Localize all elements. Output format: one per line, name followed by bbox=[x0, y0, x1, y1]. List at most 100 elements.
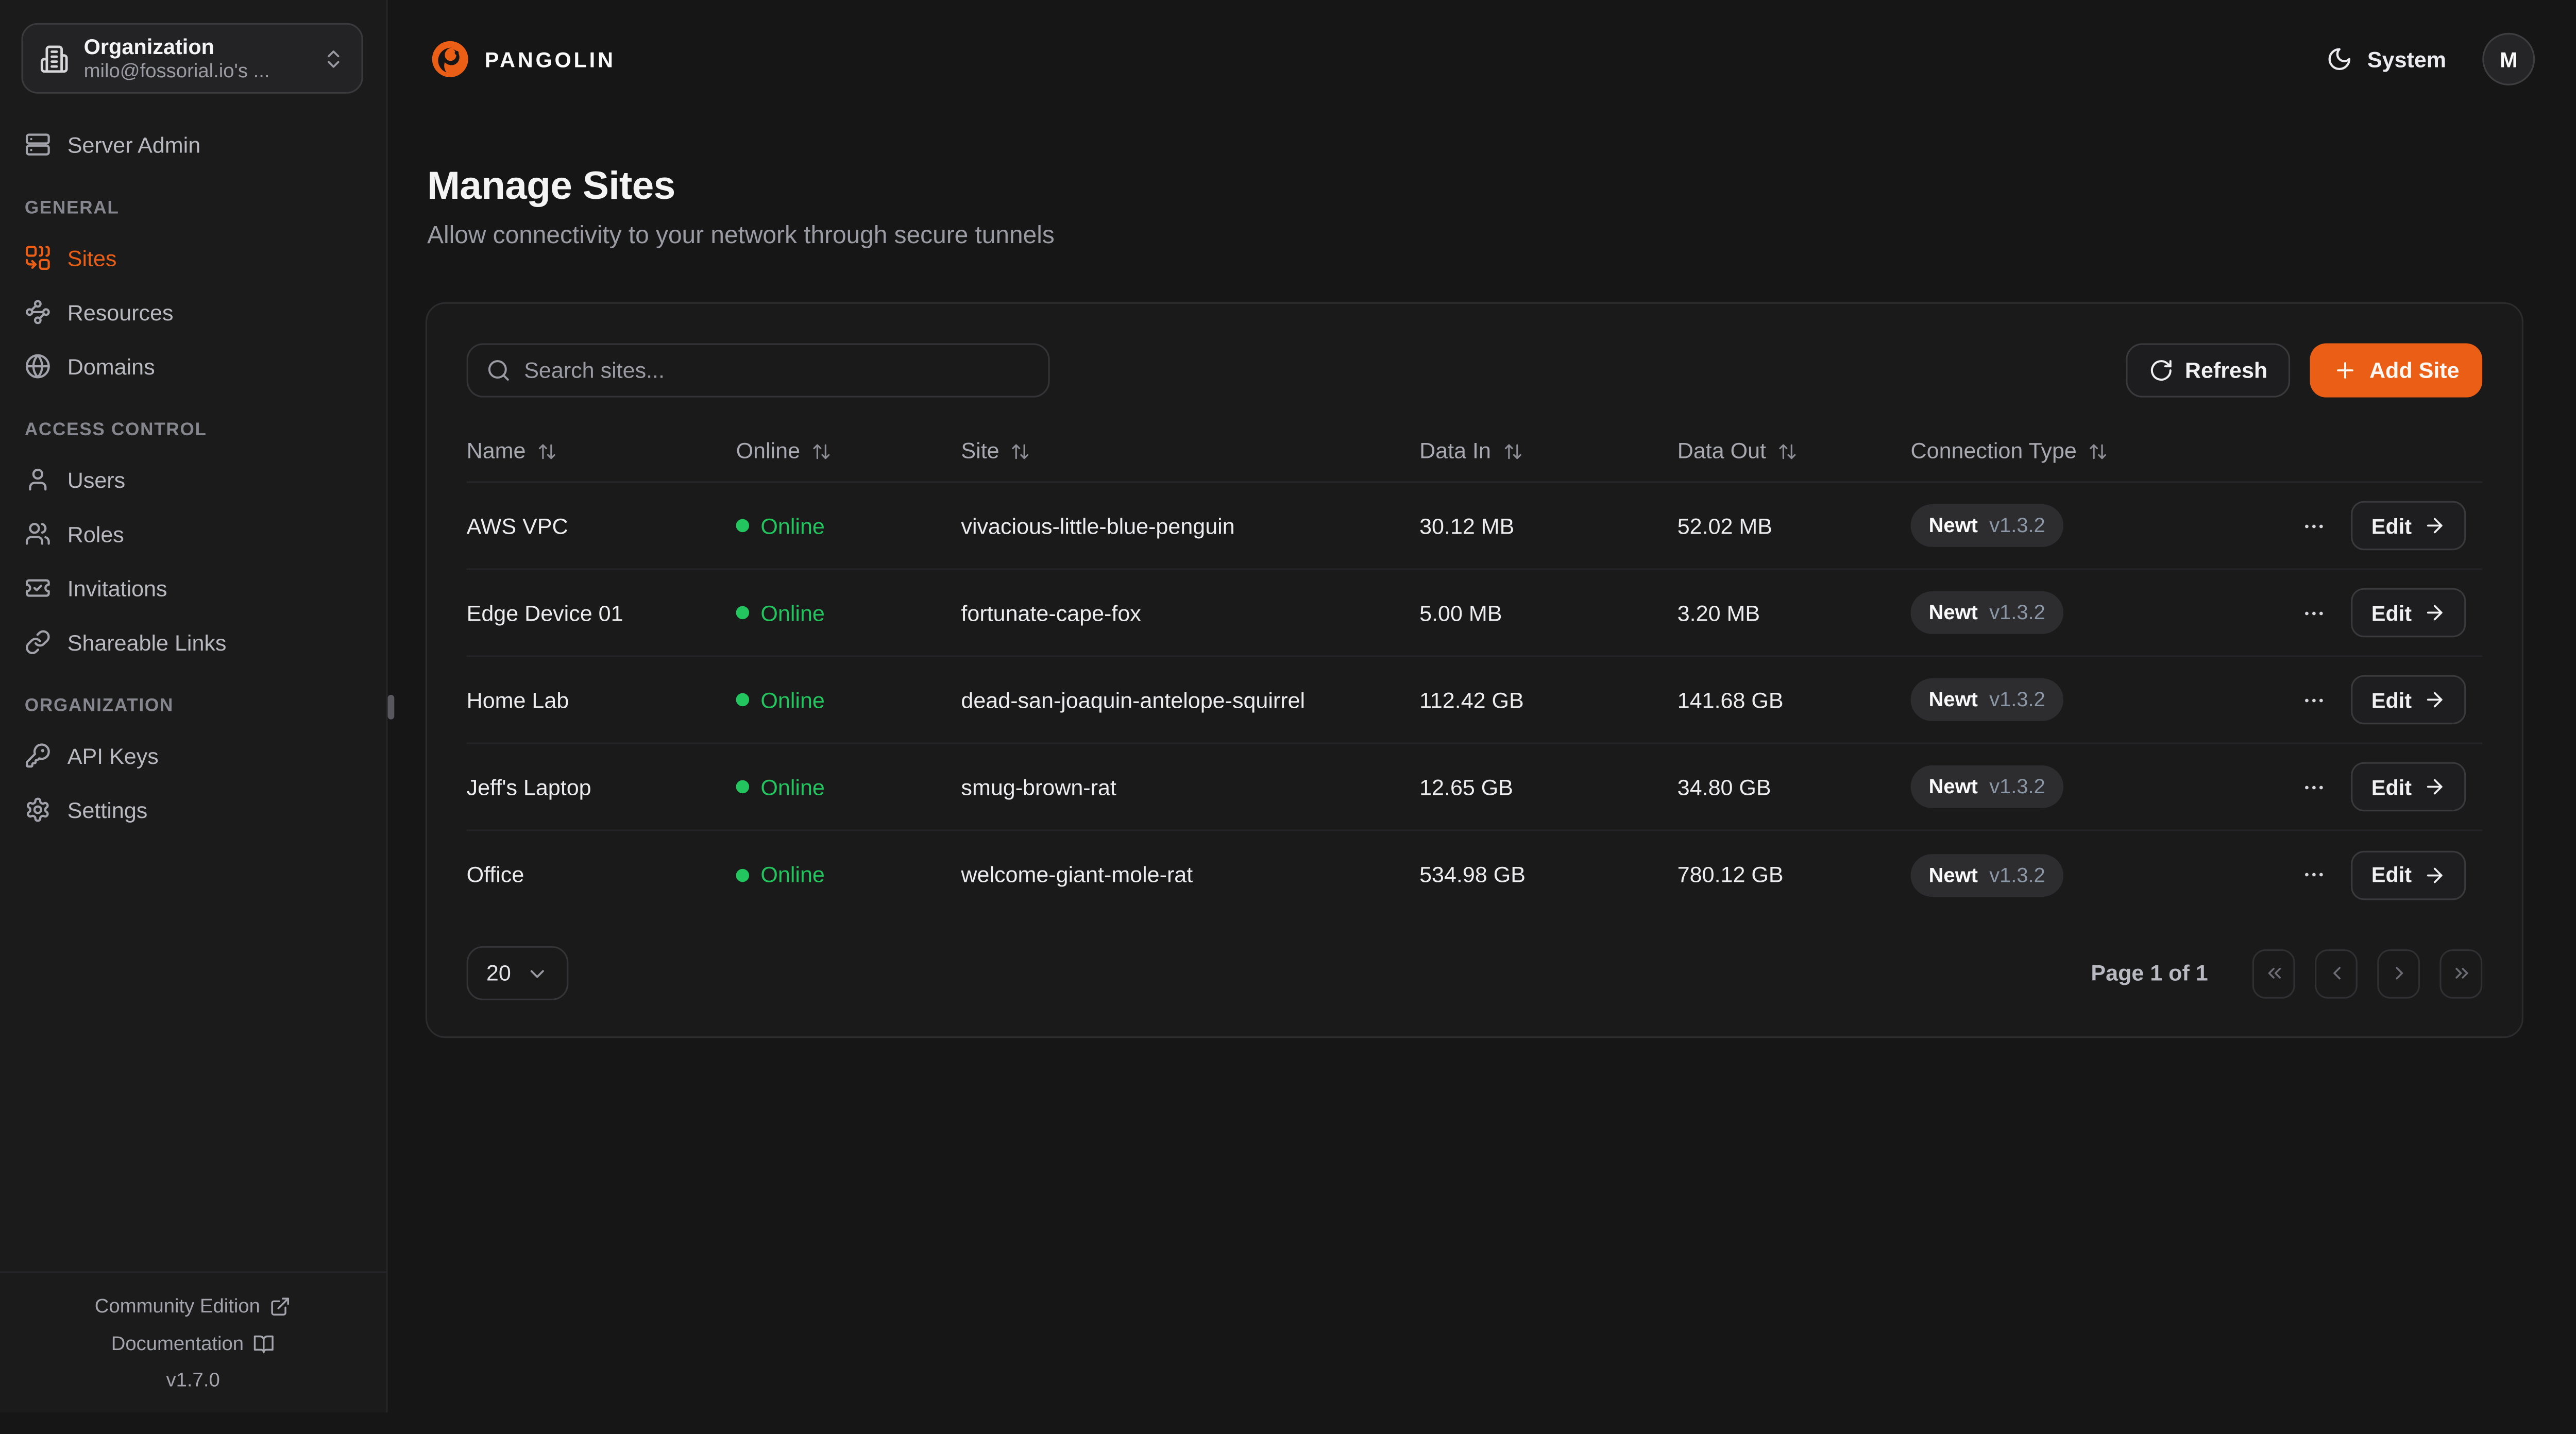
connection-type-badge: Newt v1.3.2 bbox=[1910, 765, 2063, 808]
documentation-link[interactable]: Documentation bbox=[16, 1330, 370, 1357]
row-menu-button[interactable] bbox=[2299, 684, 2330, 715]
chevrons-right-icon bbox=[2450, 963, 2471, 984]
key-icon bbox=[25, 742, 51, 769]
external-link-icon bbox=[270, 1295, 291, 1316]
add-site-button[interactable]: Add Site bbox=[2310, 343, 2483, 398]
edit-button[interactable]: Edit bbox=[2351, 850, 2466, 899]
sidebar: Organization milo@fossorial.io's ... Ser… bbox=[0, 0, 388, 1413]
column-header-label: Name bbox=[466, 438, 526, 464]
connection-type-badge: Newt v1.3.2 bbox=[1910, 504, 2063, 547]
sidebar-item-api-keys[interactable]: API Keys bbox=[25, 734, 365, 777]
avatar[interactable]: M bbox=[2482, 32, 2535, 86]
page-size-select[interactable]: 20 bbox=[466, 946, 569, 1000]
previous-page-button[interactable] bbox=[2314, 948, 2358, 998]
sort-icon bbox=[537, 441, 557, 460]
online-status-cell: Online bbox=[736, 862, 961, 887]
arrow-right-icon bbox=[2423, 863, 2446, 886]
page-status: Page 1 of 1 bbox=[2091, 961, 2208, 986]
sidebar-item-resources[interactable]: Resources bbox=[25, 291, 365, 333]
first-page-button[interactable] bbox=[2252, 948, 2295, 998]
data-out-cell: 3.20 MB bbox=[1677, 600, 1760, 625]
sidebar-item-label: Domains bbox=[67, 354, 155, 379]
sidebar-item-sites[interactable]: Sites bbox=[25, 236, 365, 279]
main-area: PANGOLIN System M Manage Sites Allow con… bbox=[388, 0, 2576, 1412]
moon-icon bbox=[2326, 46, 2352, 72]
last-page-button[interactable] bbox=[2439, 948, 2483, 998]
edit-button[interactable]: Edit bbox=[2351, 762, 2466, 812]
column-header-label: Site bbox=[961, 438, 999, 464]
online-dot bbox=[736, 780, 750, 794]
row-menu-button[interactable] bbox=[2299, 510, 2330, 541]
row-menu-button[interactable] bbox=[2299, 771, 2330, 803]
next-page-button[interactable] bbox=[2377, 948, 2420, 998]
column-header-online[interactable]: Online bbox=[736, 438, 961, 463]
ticket-check-icon bbox=[25, 575, 51, 601]
table-header-row: Name Online Site Data In Data Out Connection … bbox=[466, 420, 2483, 483]
data-out-cell: 52.02 MB bbox=[1677, 513, 1773, 538]
online-dot bbox=[736, 868, 750, 881]
data-out-cell: 34.80 GB bbox=[1677, 774, 1771, 799]
plus-icon bbox=[2333, 358, 2358, 383]
row-actions-cell: Edit bbox=[2306, 762, 2482, 812]
sidebar-item-domains[interactable]: Domains bbox=[25, 345, 365, 388]
edit-button[interactable]: Edit bbox=[2351, 588, 2466, 638]
column-header-data-in[interactable]: Data In bbox=[1419, 438, 1677, 463]
sidebar-scrollbar-thumb[interactable] bbox=[387, 694, 395, 720]
search-input[interactable] bbox=[524, 358, 1030, 383]
edit-label: Edit bbox=[2371, 862, 2412, 887]
column-header-connection-type[interactable]: Connection Type bbox=[1911, 438, 2318, 463]
refresh-button[interactable]: Refresh bbox=[2126, 343, 2291, 398]
topbar: PANGOLIN System M bbox=[388, 0, 2576, 118]
refresh-label: Refresh bbox=[2184, 358, 2268, 383]
sidebar-item-server-admin[interactable]: Server Admin bbox=[25, 123, 365, 166]
sidebar-item-label: Resources bbox=[67, 299, 174, 325]
edit-label: Edit bbox=[2371, 513, 2412, 538]
sidebar-item-shareable-links[interactable]: Shareable Links bbox=[25, 621, 365, 663]
column-header-site[interactable]: Site bbox=[961, 438, 1419, 463]
brand[interactable]: PANGOLIN bbox=[429, 38, 615, 80]
topbar-right: System M bbox=[2326, 32, 2535, 86]
row-actions-cell: Edit bbox=[2306, 588, 2482, 638]
theme-toggle[interactable]: System bbox=[2326, 46, 2446, 72]
sort-icon bbox=[1011, 441, 1030, 460]
nav-section-label: GENERAL bbox=[24, 198, 120, 219]
online-status-label: Online bbox=[760, 513, 825, 538]
row-menu-button[interactable] bbox=[2299, 597, 2330, 628]
edit-button[interactable]: Edit bbox=[2351, 675, 2466, 725]
sidebar-item-users[interactable]: Users bbox=[25, 458, 365, 501]
site-slug-cell: vivacious-little-blue-penguin bbox=[961, 513, 1235, 538]
user-icon bbox=[25, 467, 51, 493]
arrow-right-icon bbox=[2423, 775, 2446, 798]
table-row: Jeff's Laptop Online smug-brown-rat 12.65 G… bbox=[466, 744, 2483, 831]
search-box bbox=[466, 343, 1050, 398]
site-slug-cell: smug-brown-rat bbox=[961, 774, 1116, 799]
connection-type-version: v1.3.2 bbox=[1989, 863, 2045, 886]
community-edition-link[interactable]: Community Edition bbox=[16, 1293, 370, 1319]
data-out-cell: 141.68 GB bbox=[1677, 687, 1784, 712]
org-text: Organization milo@fossorial.io's ... bbox=[84, 33, 308, 83]
connection-type-name: Newt bbox=[1928, 863, 1978, 886]
row-menu-button[interactable] bbox=[2299, 859, 2330, 891]
sidebar-nav: Server Admin GENERAL Sites Resources Domain… bbox=[0, 94, 386, 831]
connection-type-name: Newt bbox=[1928, 514, 1978, 537]
column-header-data-out[interactable]: Data Out bbox=[1677, 438, 1911, 463]
edit-button[interactable]: Edit bbox=[2351, 501, 2466, 551]
pagination-controls: Page 1 of 1 bbox=[2091, 948, 2483, 998]
org-selector[interactable]: Organization milo@fossorial.io's ... bbox=[21, 23, 363, 94]
refresh-icon bbox=[2149, 358, 2174, 383]
sidebar-footer: Community Edition Documentation v1.7.0 bbox=[0, 1271, 386, 1412]
sidebar-item-roles[interactable]: Roles bbox=[25, 513, 365, 555]
sort-icon bbox=[1777, 441, 1797, 460]
sites-table: Name Online Site Data In Data Out Connection … bbox=[466, 420, 2483, 918]
connection-type-cell: Newt v1.3.2 bbox=[1910, 591, 2318, 634]
column-header-name[interactable]: Name bbox=[467, 438, 736, 463]
org-value: milo@fossorial.io's ... bbox=[83, 58, 270, 81]
sidebar-item-invitations[interactable]: Invitations bbox=[25, 567, 365, 609]
online-dot bbox=[736, 606, 750, 620]
online-status-label: Online bbox=[760, 862, 825, 887]
server-icon bbox=[25, 131, 51, 158]
data-in-cell: 5.00 MB bbox=[1419, 600, 1502, 625]
online-status-label: Online bbox=[760, 600, 825, 625]
add-site-label: Add Site bbox=[2369, 358, 2460, 383]
sidebar-item-settings[interactable]: Settings bbox=[25, 789, 365, 831]
